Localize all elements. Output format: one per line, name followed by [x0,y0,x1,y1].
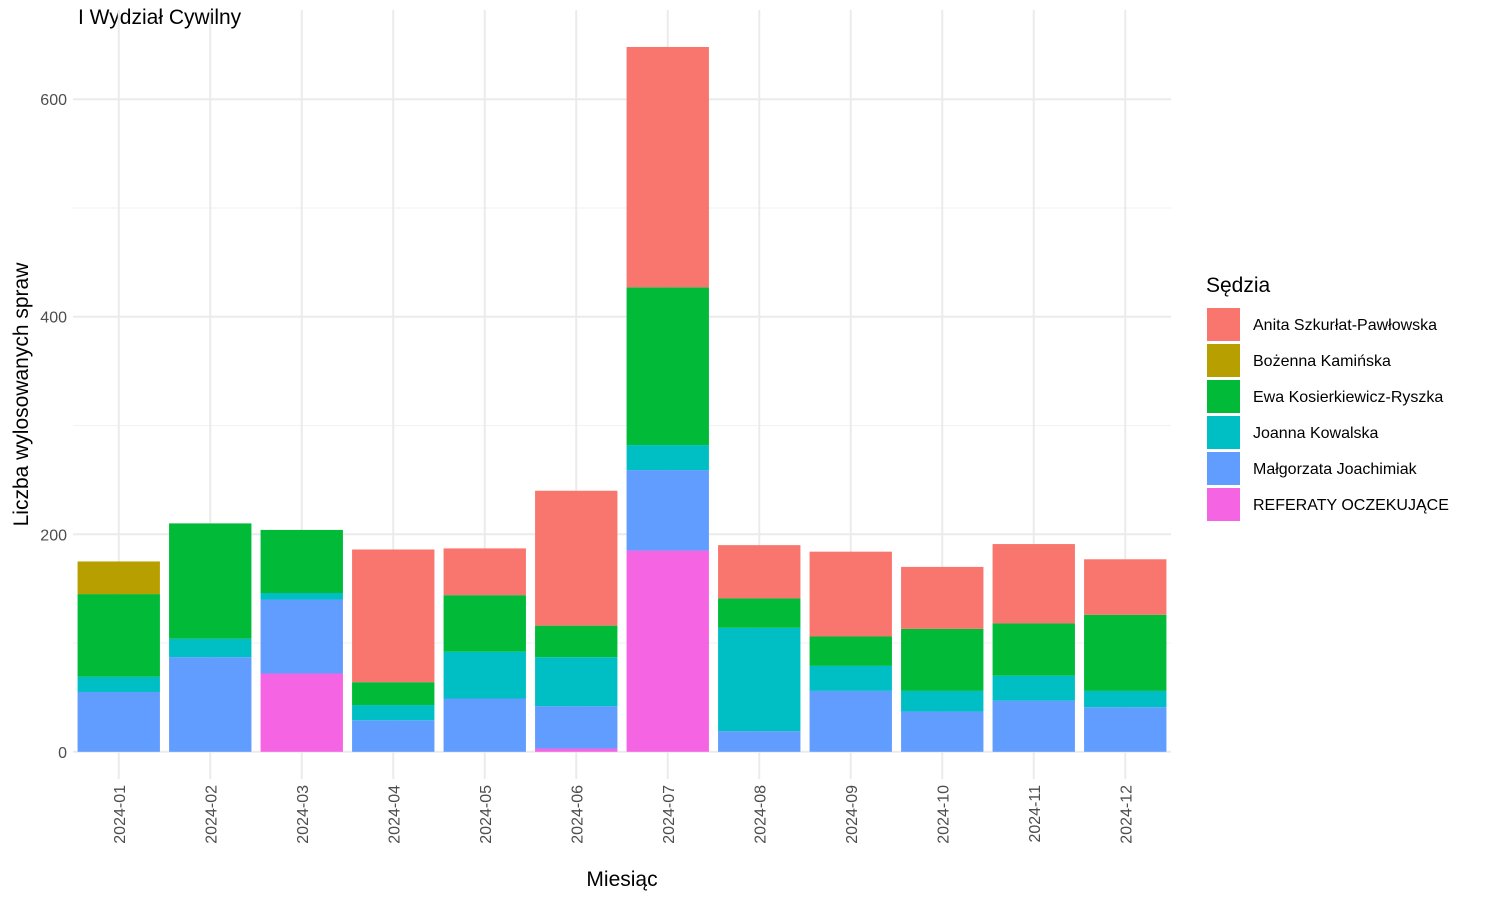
legend-swatch [1207,344,1240,377]
x-tick-label: 2024-10 [935,785,952,844]
bar-segment: Ewa Kosierkiewicz-Ryszka — 2024-09: 27 [809,636,892,666]
legend-swatch [1207,488,1240,521]
legend-label: Ewa Kosierkiewicz-Ryszka [1253,389,1443,406]
bar-segment: Joanna Kowalska — 2024-04: 14 [352,705,435,721]
bar-segment: Ewa Kosierkiewicz-Ryszka — 2024-12: 70 [1084,614,1167,691]
x-tick-label: 2024-08 [752,785,769,844]
bar-segment: Małgorzata Joachimiak — 2024-07: 74 [626,470,709,551]
bar-segment: Małgorzata Joachimiak — 2024-11: 47 [992,700,1075,752]
x-tick-label: 2024-11 [1027,785,1044,843]
x-tick-label: 2024-07 [661,785,678,844]
bar-segment: Joanna Kowalska — 2024-02: 17 [169,638,252,658]
bar-segment: Joanna Kowalska — 2024-01: 14 [77,676,160,692]
bar-segment: Anita Szkurłat-Pawłowska — 2024-12: 51 [1084,559,1167,615]
x-axis-ticks: 2024-01 2024-02 2024-03 2024-04 2024-05 2024-… [112,785,1136,844]
y-axis-title: Liczba wylosowanych spraw [10,262,33,527]
legend-title: Sędzia [1206,274,1271,297]
bar-segment: Ewa Kosierkiewicz-Ryszka — 2024-06: 29 [535,625,618,658]
legend-label: Bożenna Kamińska [1253,353,1391,370]
bar-segment: Anita Szkurłat-Pawłowska — 2024-06: 124 [535,490,618,626]
y-tick-label: 0 [58,745,67,762]
bar-segment: Małgorzata Joachimiak — 2024-10: 37 [901,711,984,752]
bar-segment: Małgorzata Joachimiak — 2024-12: 41 [1084,707,1167,752]
x-tick-label: 2024-01 [112,785,129,844]
legend-label: Anita Szkurłat-Pawłowska [1253,317,1437,334]
bar-segment: Anita Szkurłat-Pawłowska — 2024-04: 122 [352,549,435,683]
bar-segment: Joanna Kowalska — 2024-09: 23 [809,665,892,691]
x-tick-label: 2024-09 [844,785,861,844]
bar-segment: Małgorzata Joachimiak — 2024-09: 56 [809,690,892,752]
bar-segment: Anita Szkurłat-Pawłowska — 2024-11: 73 [992,544,1075,624]
x-tick-label: 2024-05 [478,785,495,844]
bar-segment: Joanna Kowalska — 2024-07: 23 [626,445,709,471]
legend: Sędzia Anita Szkurłat-Pawłowska Bożenna K… [1206,274,1449,521]
y-tick-label: 600 [40,92,67,109]
bar-segment: Małgorzata Joachimiak — 2024-06: 39 [535,706,618,749]
y-tick-label: 200 [40,527,67,544]
bar-segment: Anita Szkurłat-Pawłowska — 2024-05: 43 [443,548,526,596]
bar-segment: Bożenna Kamińska — 2024-01: 30 [77,561,160,595]
bar-segment: Ewa Kosierkiewicz-Ryszka — 2024-05: 52 [443,595,526,652]
y-tick-label: 400 [40,310,67,327]
bar-segment: Joanna Kowalska — 2024-08: 95 [718,627,801,732]
legend-label: REFERATY OCZEKUJĄCE [1253,497,1449,514]
bar-segment: Anita Szkurłat-Pawłowska — 2024-07: 221 [626,46,709,288]
bar-segment: Małgorzata Joachimiak — 2024-03: 68 [260,599,343,674]
bar-segment: Joanna Kowalska — 2024-12: 15 [1084,690,1167,708]
bar-segment: Anita Szkurłat-Pawłowska — 2024-09: 78 [809,551,892,637]
bar-segment: Ewa Kosierkiewicz-Ryszka — 2024-01: 76 [77,594,160,677]
bar-segment: Anita Szkurłat-Pawłowska — 2024-08: 49 [718,545,801,599]
bar-segment: Ewa Kosierkiewicz-Ryszka — 2024-07: 145 [626,287,709,446]
x-tick-label: 2024-12 [1118,785,1135,844]
x-axis-title: Miesiąc [586,868,657,891]
bar-segment: Ewa Kosierkiewicz-Ryszka — 2024-11: 48 [992,623,1075,676]
bar-segment: Małgorzata Joachimiak — 2024-08: 19 [718,731,801,752]
bar-segment: REFERATY OCZEKUJĄCE — 2024-06: 3 [535,748,618,752]
x-tick-label: 2024-02 [203,785,220,844]
bar-segment: Joanna Kowalska — 2024-11: 23 [992,675,1075,701]
legend-label: Małgorzata Joachimiak [1253,461,1418,478]
x-tick-label: 2024-06 [569,785,586,844]
bar-segment: Joanna Kowalska — 2024-05: 43 [443,651,526,699]
y-axis-ticks: 0 200 400 600 [40,92,67,762]
bar-segment: Małgorzata Joachimiak — 2024-02: 87 [169,657,252,752]
bar-segment: REFERATY OCZEKUJĄCE — 2024-07: 185 [626,550,709,752]
legend-swatch [1207,380,1240,413]
bar-segment: REFERATY OCZEKUJĄCE — 2024-03: 72 [260,673,343,752]
bar-segment: Małgorzata Joachimiak — 2024-05: 49 [443,698,526,752]
bar-segment: Joanna Kowalska — 2024-03: 6 [260,593,343,600]
legend-swatch [1207,308,1240,341]
bars: Małgorzata Joachimiak — 2024-01: 55Joann… [77,46,1167,752]
legend-swatch [1207,416,1240,449]
bar-segment: Małgorzata Joachimiak — 2024-04: 29 [352,720,435,752]
bar-segment: Anita Szkurłat-Pawłowska — 2024-10: 57 [901,566,984,629]
x-tick-label: 2024-03 [295,785,312,844]
bar-segment: Ewa Kosierkiewicz-Ryszka — 2024-08: 27 [718,598,801,628]
bar-segment: Ewa Kosierkiewicz-Ryszka — 2024-04: 21 [352,682,435,706]
x-tick-label: 2024-04 [386,785,403,844]
legend-label: Joanna Kowalska [1253,425,1379,442]
bar-segment: Ewa Kosierkiewicz-Ryszka — 2024-03: 58 [260,529,343,594]
legend-swatch [1207,452,1240,485]
bar-segment: Joanna Kowalska — 2024-06: 45 [535,657,618,707]
bar-segment: Ewa Kosierkiewicz-Ryszka — 2024-02: 106 [169,523,252,639]
bar-segment: Małgorzata Joachimiak — 2024-01: 55 [77,691,160,752]
bar-segment: Joanna Kowalska — 2024-10: 19 [901,690,984,712]
bar-segment: Ewa Kosierkiewicz-Ryszka — 2024-10: 57 [901,628,984,691]
